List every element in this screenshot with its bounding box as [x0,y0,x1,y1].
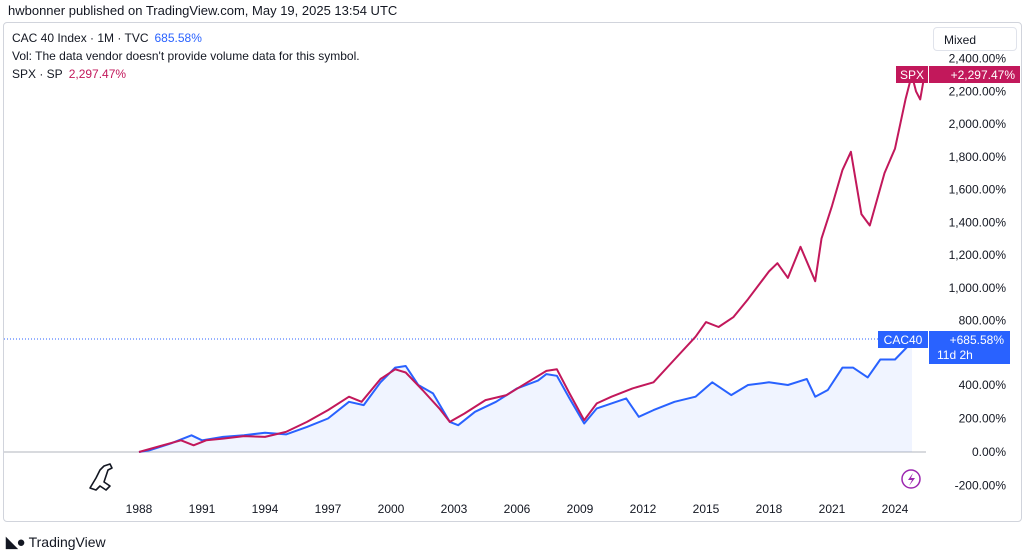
y-tick-label: 2,400.00% [949,52,1007,66]
y-tick-label: 400.00% [959,378,1007,392]
y-tick-label: -200.00% [955,479,1007,493]
legend-main-value: 685.58% [154,31,202,45]
y-tick-label: 1,400.00% [949,215,1007,229]
legend-volume: Vol: The data vendor doesn't provide vol… [12,49,360,63]
y-tick-label: 1,000.00% [949,281,1007,295]
x-tick-label: 1994 [252,502,279,516]
chart-frame [3,22,1022,522]
legend-main-label: CAC 40 Index · 1M · TVC [12,31,149,45]
legend-compare-value: 2,297.47% [68,67,127,81]
y-tick-label: 1,600.00% [949,183,1007,197]
legend-compare[interactable]: SPX · SP 2,297.47% [12,67,126,81]
cac-area-fill [139,339,925,452]
spx-series-line [138,73,926,453]
y-tick-label: 1,200.00% [949,248,1007,262]
tradingview-mark-icon: ◣● [6,534,26,551]
lightning-icon [908,473,915,486]
spx-symbol-text: SPX [900,68,924,82]
x-tick-label: 1988 [126,502,153,516]
x-tick-label: 2015 [693,502,720,516]
publisher-line: hwbonner published on TradingView.com, M… [8,3,398,18]
y-tick-label: 2,000.00% [949,117,1007,131]
legend-main[interactable]: CAC 40 Index · 1M · TVC 685.58% [12,31,202,45]
legend-compare-label: SPX · SP [12,67,63,81]
spx-symbol-badge [896,66,928,83]
x-tick-label: 2009 [567,502,594,516]
events-icon [901,469,921,489]
scale-mode-button[interactable]: Mixed [933,27,1017,51]
x-tick-label: 1991 [189,502,216,516]
cac-value-badge [929,331,1010,364]
y-tick-label: 1,800.00% [949,150,1007,164]
y-tick-label: 2,200.00% [949,84,1007,98]
x-tick-label: 2021 [819,502,846,516]
y-tick-label: 0.00% [972,445,1006,459]
y-tick-label: 200.00% [959,412,1007,426]
spx-value-text: +2,297.47% [951,68,1016,82]
x-tick-label: 2006 [504,502,531,516]
x-tick-label: 1997 [315,502,342,516]
spx-value-badge [929,66,1020,83]
x-tick-label: 2024 [882,502,909,516]
cac-symbol-badge [878,331,928,348]
cac-countdown-text: 11d 2h [937,348,973,362]
x-tick-label: 2000 [378,502,405,516]
legend-volume-text: Vol: The data vendor doesn't provide vol… [12,49,360,63]
x-tick-label: 2012 [630,502,657,516]
cac-series-line [138,338,925,453]
x-tick-label: 2003 [441,502,468,516]
y-tick-label: 800.00% [959,314,1007,328]
cac-symbol-text: CAC40 [884,333,923,347]
cac-value-text: +685.58% [950,333,1005,347]
tradingview-logo[interactable]: ◣● TradingView [6,533,106,551]
dinosaur-icon [89,463,113,491]
x-tick-label: 2018 [756,502,783,516]
brand-text: TradingView [28,534,106,550]
